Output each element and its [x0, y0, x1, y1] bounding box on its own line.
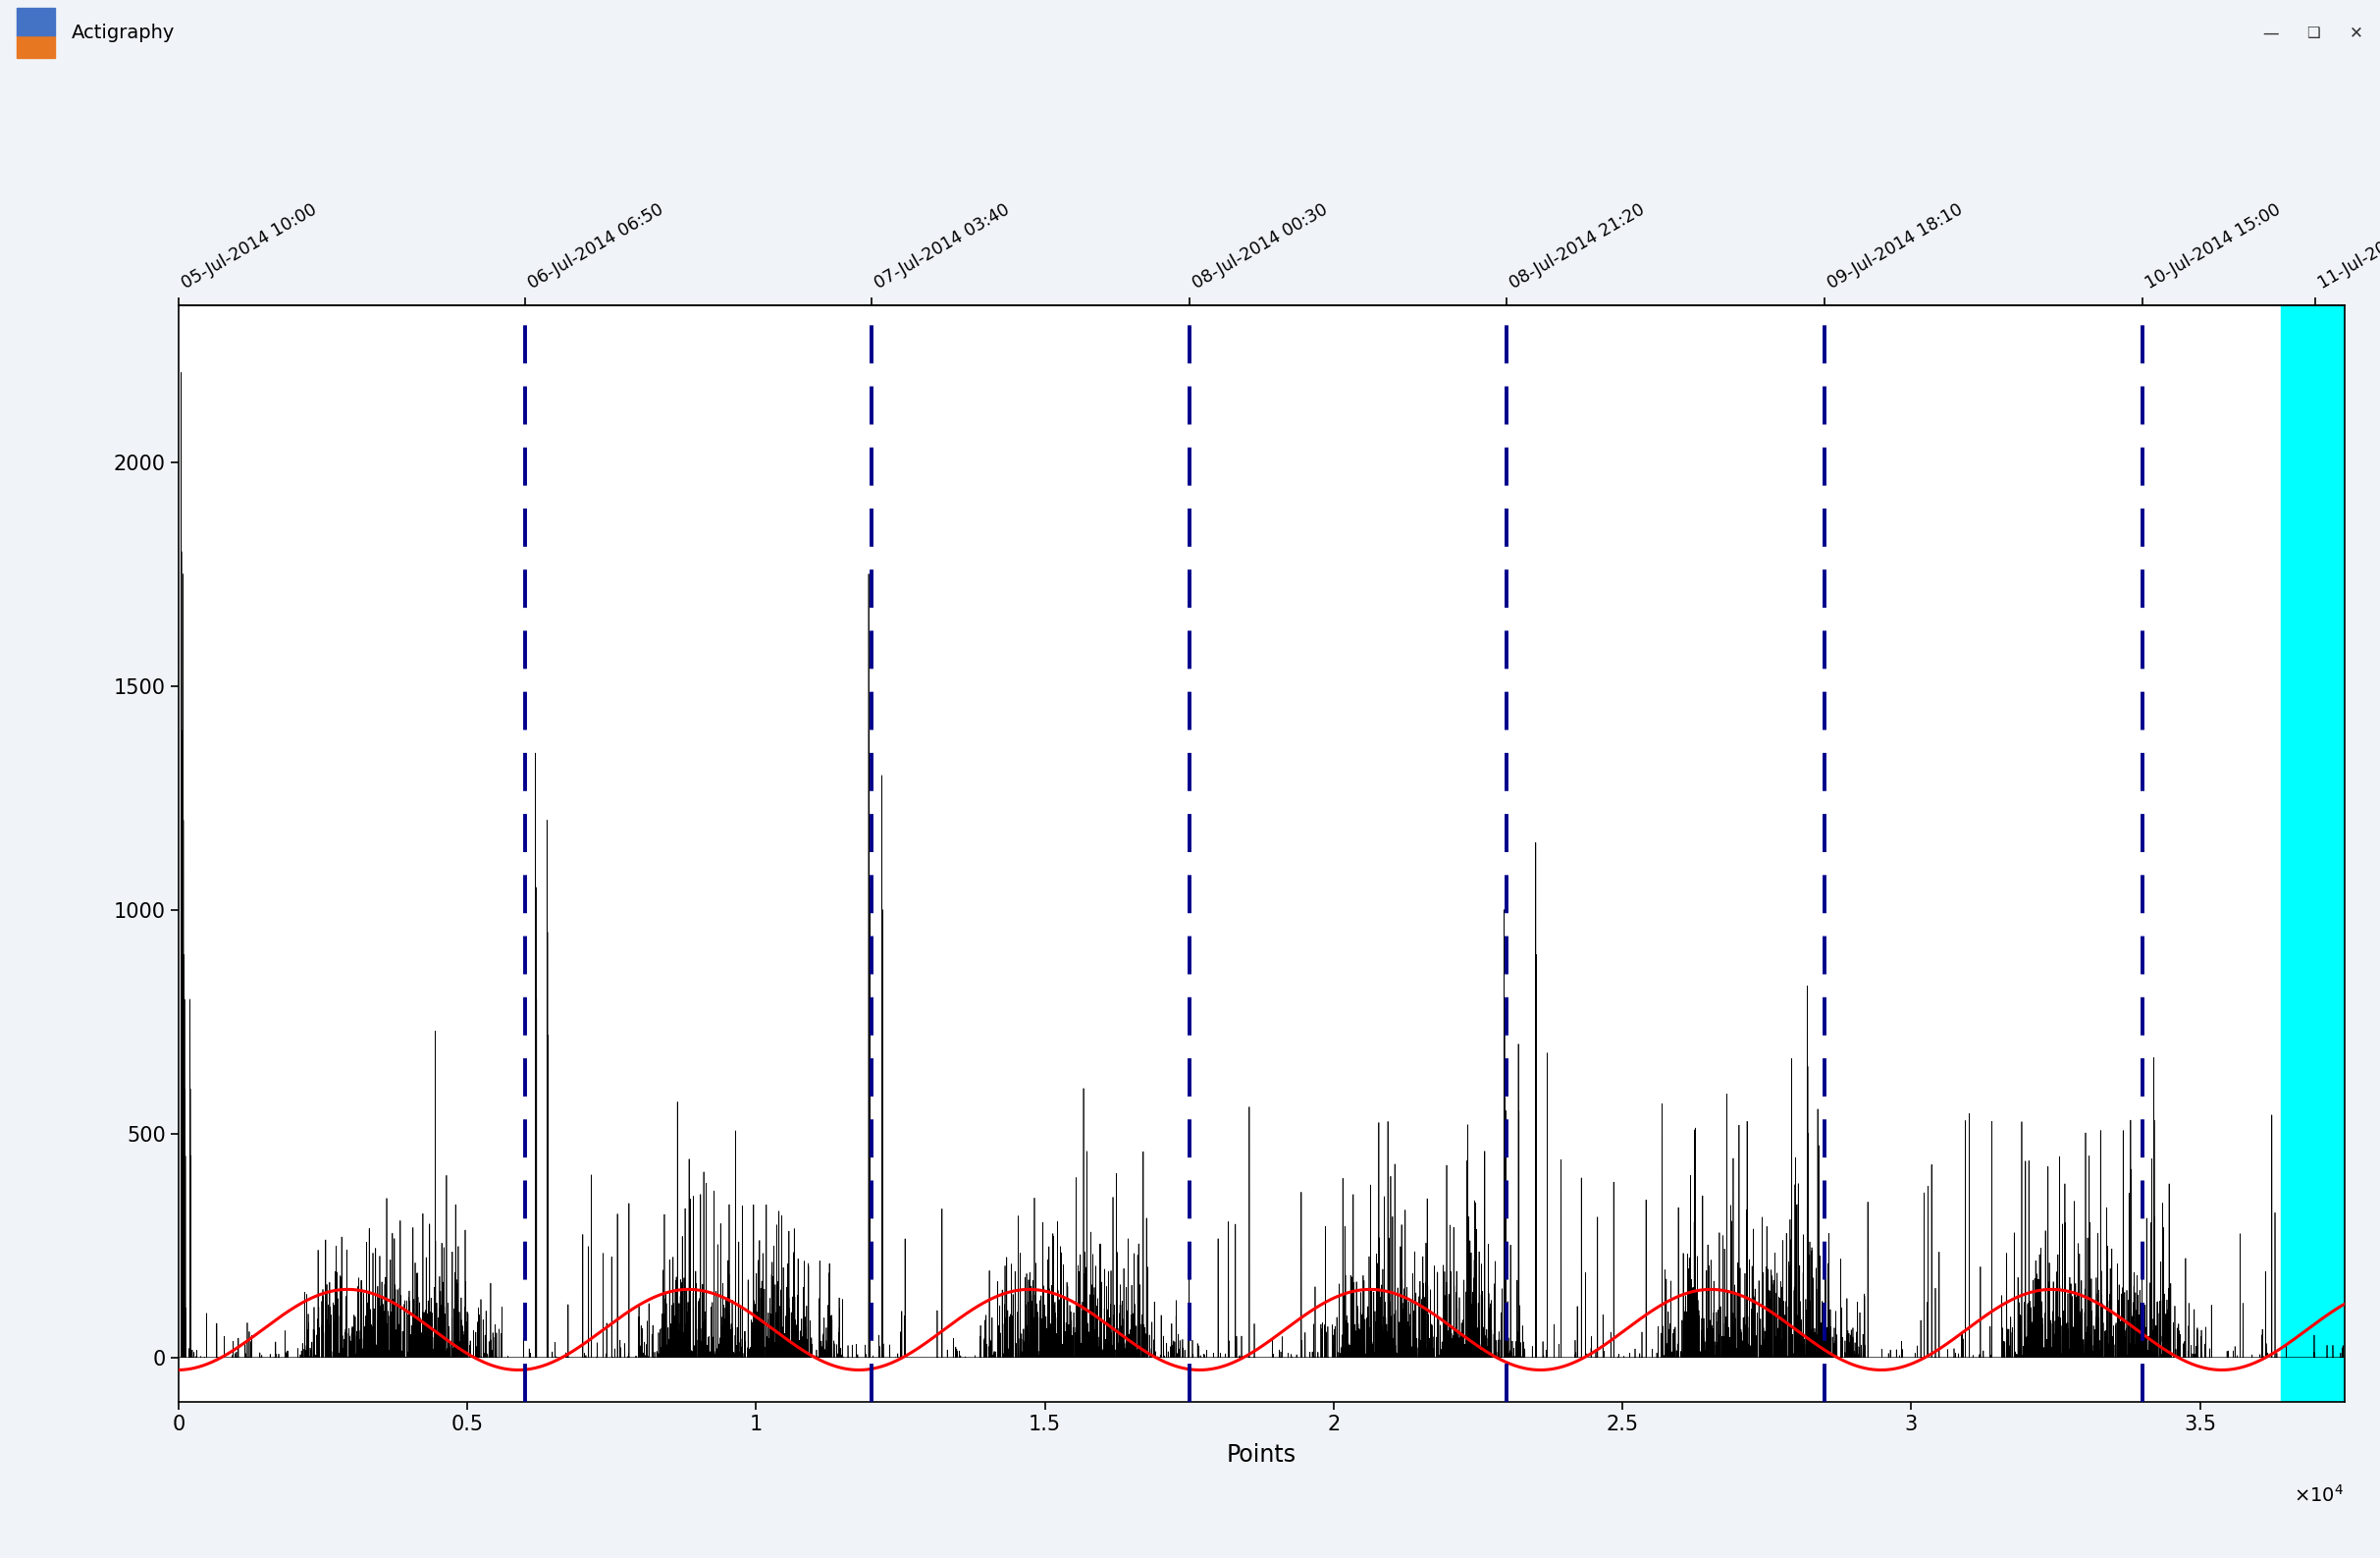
Text: $\times10^4$: $\times10^4$: [2294, 1485, 2344, 1507]
Bar: [17, 36, 55, 58]
Text: Actigraphy: Actigraphy: [71, 23, 174, 42]
Text: —: —: [2263, 23, 2278, 42]
Text: ✕: ✕: [2349, 23, 2363, 42]
X-axis label: Points: Points: [1226, 1443, 1297, 1466]
Bar: [17, 8, 55, 36]
Text: ❑: ❑: [2306, 25, 2320, 41]
Bar: [2280, 305, 2344, 1402]
